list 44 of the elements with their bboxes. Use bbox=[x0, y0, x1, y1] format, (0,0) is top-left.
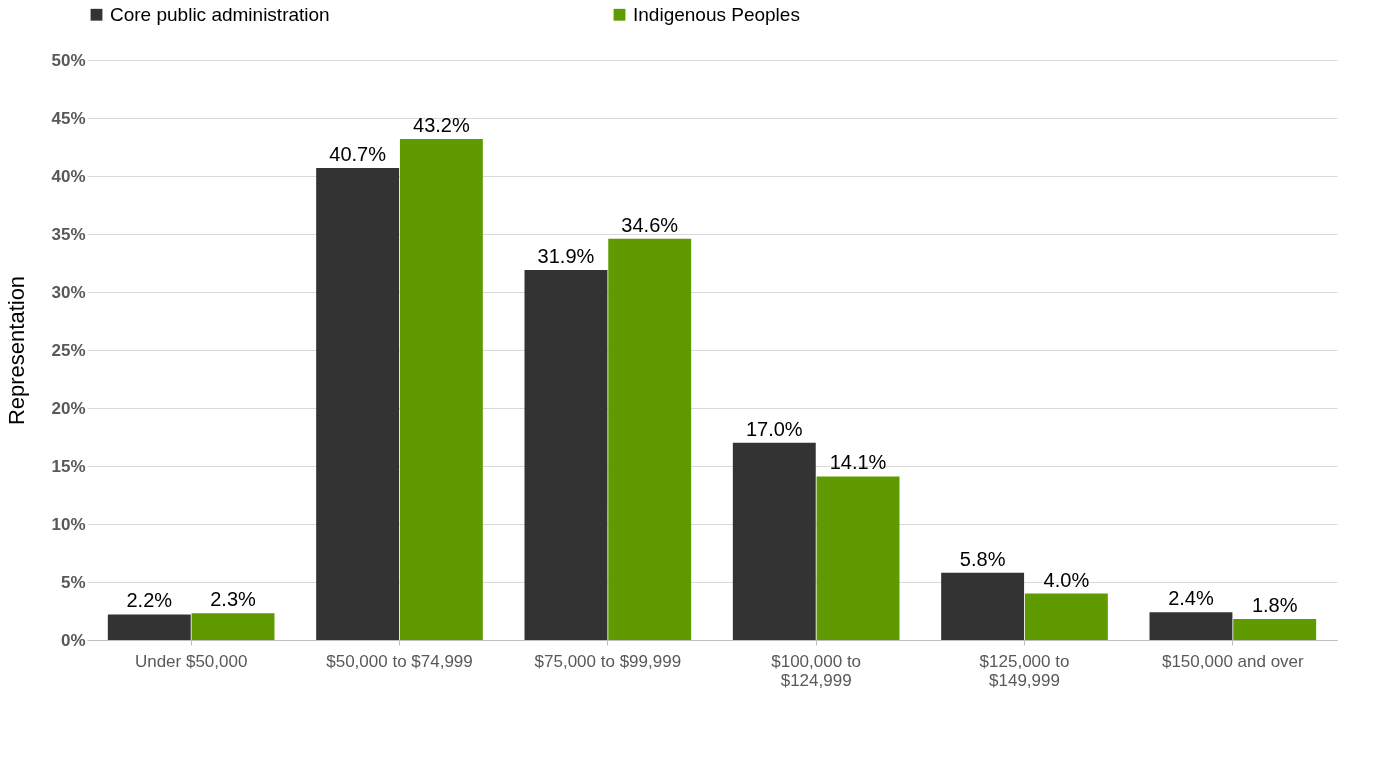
bar bbox=[816, 476, 900, 640]
bar bbox=[1233, 619, 1317, 640]
data-label: 1.8% bbox=[1251, 594, 1298, 617]
y-tick-label: 30% bbox=[51, 282, 86, 302]
data-label: 4.0% bbox=[1043, 568, 1090, 591]
data-label: 2.4% bbox=[1168, 587, 1214, 610]
y-tick-label: 15% bbox=[51, 456, 86, 476]
bar bbox=[1024, 593, 1108, 640]
x-tick-label: Under $50,000 bbox=[134, 651, 248, 671]
data-label: 2.3% bbox=[210, 588, 257, 611]
data-label: 34.6% bbox=[621, 213, 679, 236]
bar bbox=[191, 613, 275, 640]
x-tick-label: $150,000 and over bbox=[1161, 651, 1305, 671]
data-label: 31.9% bbox=[537, 244, 595, 267]
data-label: 40.7% bbox=[329, 142, 387, 165]
y-tick-label: 5% bbox=[60, 572, 86, 592]
y-tick-label: 0% bbox=[60, 630, 86, 650]
data-label: 43.2% bbox=[413, 113, 470, 136]
legend-label: Indigenous Peoples bbox=[633, 3, 800, 25]
y-tick-label: 35% bbox=[51, 224, 86, 244]
data-label: 5.8% bbox=[959, 547, 1006, 570]
y-tick-label: 50% bbox=[51, 50, 86, 70]
y-tick-label: 45% bbox=[51, 108, 86, 128]
legend-label: Core public administration bbox=[110, 3, 330, 25]
bar bbox=[399, 138, 483, 640]
y-tick-label: 25% bbox=[51, 340, 86, 360]
bar bbox=[732, 442, 816, 640]
bar bbox=[1149, 612, 1233, 640]
x-tick-label: $75,000 to $99,999 bbox=[534, 651, 682, 671]
x-tick-label: $125,000 to $149,999 bbox=[979, 651, 1070, 690]
bar bbox=[107, 614, 191, 640]
x-tick-label: $50,000 to $74,999 bbox=[326, 651, 473, 671]
y-tick-label: 10% bbox=[51, 514, 86, 534]
y-tick-label: 20% bbox=[51, 398, 86, 418]
data-label: 2.2% bbox=[126, 589, 173, 612]
bar bbox=[524, 269, 608, 640]
data-label: 14.1% bbox=[829, 451, 887, 474]
bar bbox=[941, 572, 1025, 640]
y-tick-label: 40% bbox=[51, 166, 86, 186]
x-tick-label: $100,000 to $124,999 bbox=[771, 651, 862, 690]
bar bbox=[608, 238, 692, 640]
y-axis-title: Representation bbox=[4, 275, 30, 426]
data-label: 17.0% bbox=[745, 417, 803, 440]
bar bbox=[316, 167, 400, 640]
